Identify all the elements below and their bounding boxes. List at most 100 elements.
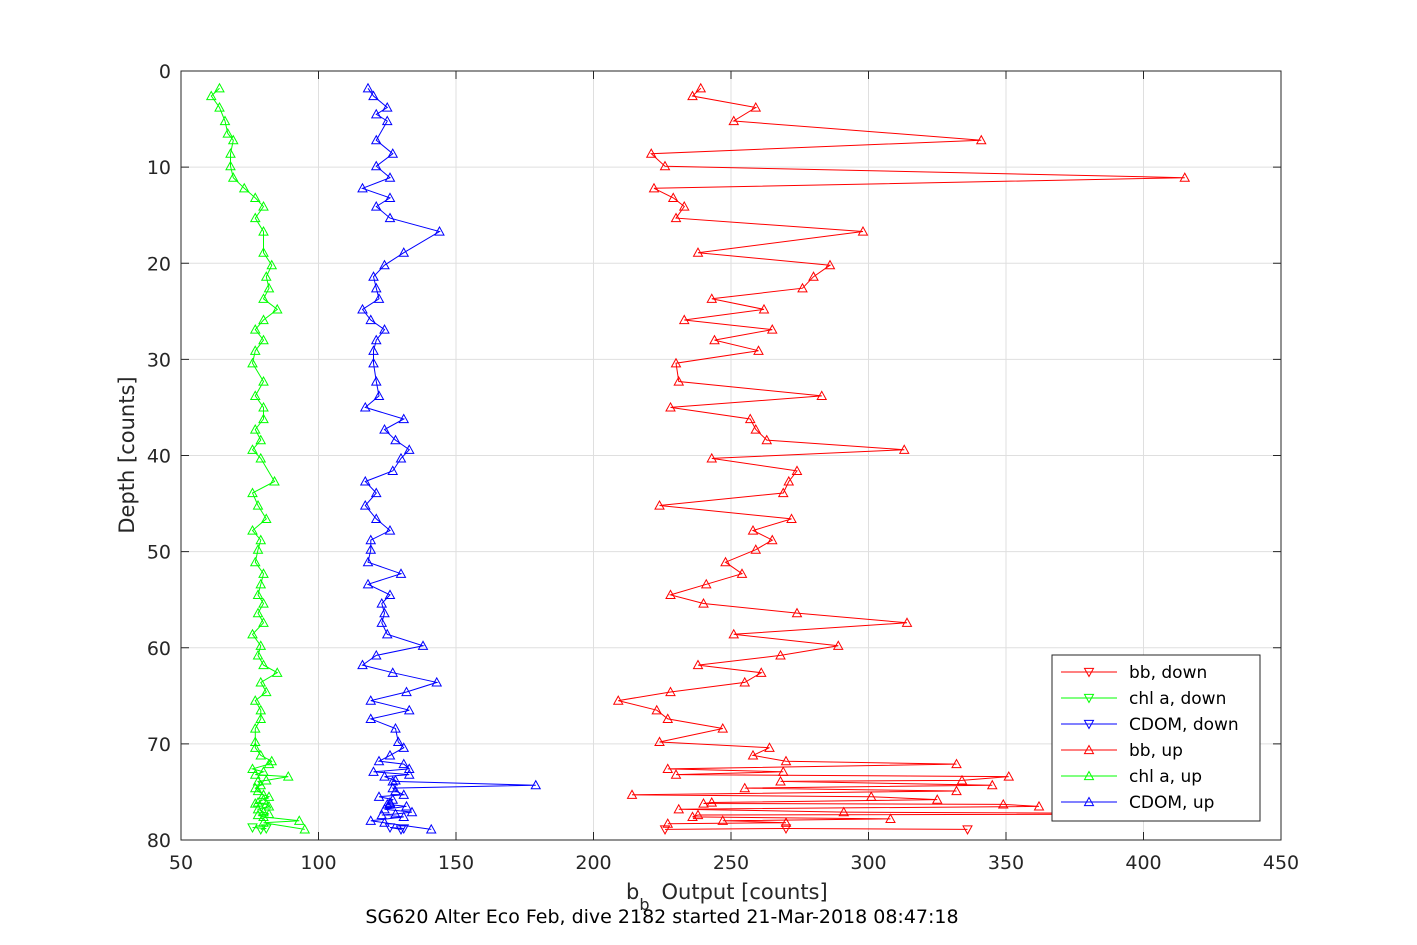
data-point xyxy=(857,225,869,236)
legend-label: chl a, down xyxy=(1129,689,1226,709)
x-axis-ticks: 50 100 150 200 250 300 350 400 450 xyxy=(169,71,1299,874)
data-point xyxy=(687,811,698,822)
data-point xyxy=(205,90,217,101)
data-point xyxy=(249,722,261,733)
data-point xyxy=(434,225,445,236)
data-point xyxy=(357,659,368,670)
data-point xyxy=(390,774,401,785)
data-point xyxy=(365,314,377,325)
data-point xyxy=(370,134,382,145)
data-point xyxy=(255,452,267,463)
data-point xyxy=(786,513,797,524)
data-point xyxy=(783,475,795,486)
data-point xyxy=(865,791,877,801)
data-point xyxy=(359,475,371,486)
data-point xyxy=(370,160,382,171)
data-point xyxy=(249,324,261,334)
data-point xyxy=(365,534,377,545)
x-tick-label: 400 xyxy=(1125,852,1161,874)
data-point xyxy=(258,817,269,827)
x-axis-title-main: b xyxy=(626,880,639,904)
data-point xyxy=(370,375,382,386)
data-point xyxy=(665,589,676,599)
data-point xyxy=(255,434,267,445)
data-point xyxy=(750,424,762,434)
data-point xyxy=(1033,800,1045,811)
data-point xyxy=(709,334,720,345)
data-point xyxy=(373,755,385,766)
data-point xyxy=(258,659,269,670)
data-point xyxy=(365,695,377,705)
data-point xyxy=(398,789,410,799)
data-point xyxy=(370,334,382,345)
series-chl-a-up xyxy=(205,82,311,834)
data-point xyxy=(263,758,275,769)
data-point xyxy=(357,303,368,314)
data-point xyxy=(700,578,712,589)
x-tick-label: 450 xyxy=(1263,852,1299,874)
data-point xyxy=(775,649,786,660)
legend-item: chl a, up xyxy=(1061,767,1202,787)
data-point xyxy=(775,775,786,786)
data-point xyxy=(252,607,264,618)
data-point xyxy=(368,357,379,368)
data-point xyxy=(384,192,396,202)
data-point xyxy=(395,452,407,463)
data-point xyxy=(222,127,234,138)
data-point xyxy=(269,475,280,486)
legend-label: CDOM, up xyxy=(1129,793,1214,813)
data-point xyxy=(692,247,704,257)
x-axis-title: bb Output [counts] xyxy=(626,880,828,914)
legend-item: bb, down xyxy=(1061,663,1207,683)
series-line-bb-down xyxy=(664,827,968,830)
data-point xyxy=(766,324,778,334)
data-point xyxy=(258,568,269,578)
data-point xyxy=(673,803,685,814)
data-point xyxy=(258,794,269,804)
data-point xyxy=(662,818,674,828)
legend-marker xyxy=(1083,667,1095,678)
data-point xyxy=(379,424,390,434)
data-point xyxy=(667,192,679,202)
data-point xyxy=(249,556,261,567)
data-point xyxy=(381,798,393,809)
data-point xyxy=(370,487,382,498)
data-point xyxy=(384,524,396,535)
data-point xyxy=(260,513,272,524)
data-point xyxy=(370,513,382,524)
data-point xyxy=(282,771,294,781)
data-point xyxy=(395,825,407,835)
x-tick-label: 100 xyxy=(300,852,336,874)
data-point xyxy=(258,811,269,822)
series-line-bb-up xyxy=(618,87,1240,825)
data-point xyxy=(252,649,264,660)
data-point xyxy=(747,524,759,535)
data-point xyxy=(766,534,778,545)
data-point xyxy=(384,749,396,760)
data-point xyxy=(373,791,385,801)
data-point xyxy=(381,115,393,126)
data-point xyxy=(219,115,231,126)
data-point xyxy=(379,771,390,781)
series-cdom-up xyxy=(357,82,542,834)
data-point xyxy=(260,798,272,809)
data-point xyxy=(249,769,261,779)
data-point xyxy=(247,487,258,498)
x-tick-label: 200 xyxy=(575,852,611,874)
series-line-cdom-down xyxy=(389,827,404,830)
data-point xyxy=(376,598,388,608)
data-point xyxy=(214,82,225,93)
data-point xyxy=(401,800,412,811)
data-point xyxy=(780,755,792,766)
data-point xyxy=(816,390,828,401)
data-point xyxy=(365,713,377,723)
data-point xyxy=(362,556,374,567)
data-point xyxy=(249,736,261,747)
data-point xyxy=(255,676,267,687)
data-point xyxy=(359,499,371,510)
data-point xyxy=(425,823,437,834)
data-point xyxy=(706,293,718,303)
data-point xyxy=(791,465,803,475)
data-point xyxy=(271,303,283,314)
